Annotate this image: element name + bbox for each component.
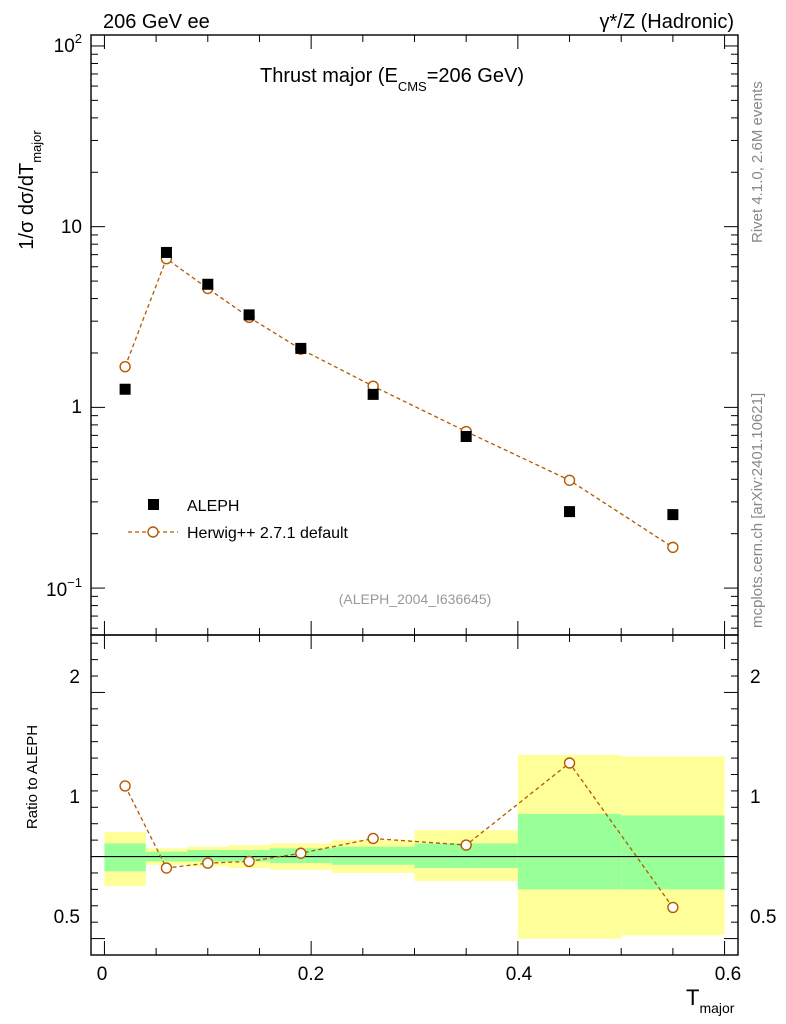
header-left-label: 206 GeV ee xyxy=(103,11,210,33)
data-point-4 xyxy=(295,342,307,354)
ratio-tick-05-right: 0.5 xyxy=(750,907,776,928)
analysis-watermark: (ALEPH_2004_I636645) xyxy=(339,591,492,607)
ratio-mc-point-5 xyxy=(367,832,379,845)
ratio-inner-band-7 xyxy=(517,813,622,890)
chart-title-suffix: =206 GeV) xyxy=(427,65,524,87)
ratio-mc-point-2 xyxy=(202,857,214,869)
ratio-inner-band-3 xyxy=(228,849,270,862)
chart-title: Thrust major (ECMS=206 GeV) xyxy=(260,65,524,94)
data-point-3 xyxy=(243,309,255,321)
ratio-tick-2-right: 2 xyxy=(750,667,761,688)
x-tick-label-04: 0.4 xyxy=(506,964,533,985)
data-series-points xyxy=(119,246,679,521)
ratio-tick-1-right: 1 xyxy=(750,787,761,808)
main-plot-frame xyxy=(90,34,739,636)
ratio-inner-band-5 xyxy=(331,846,415,865)
y-axis-label-main: 1/σ dσ/dT xyxy=(16,163,38,250)
ratio-inner-band-0 xyxy=(104,843,146,872)
y-tick-label-0-1: 10−1 xyxy=(46,575,82,601)
x-axis-label-main: T xyxy=(686,985,699,1010)
ratio-inner-band-2 xyxy=(187,849,229,862)
y-tick-0-1-base: 10 xyxy=(46,580,67,601)
rivet-version-label: Rivet 4.1.0, 2.6M events xyxy=(749,81,766,243)
x-tick-label-02: 0.2 xyxy=(298,964,324,985)
ratio-mc-points xyxy=(119,757,679,914)
ratio-mc-point-1 xyxy=(160,862,173,874)
ratio-bands xyxy=(104,754,725,939)
data-point-0 xyxy=(119,383,131,395)
ratio-mc-point-3 xyxy=(243,855,255,868)
ratio-mc-point-4 xyxy=(295,847,307,859)
y-tick-label-100: 102 xyxy=(54,31,82,57)
ratio-mc-point-0 xyxy=(119,780,131,792)
y-axis-label: 1/σ dσ/dTmajor xyxy=(16,130,44,250)
mc-point-0 xyxy=(119,360,131,373)
ratio-mc-point-6 xyxy=(460,839,472,851)
ratio-tick-2-left: 2 xyxy=(69,667,80,688)
x-axis-label-sub: major xyxy=(699,1000,734,1016)
ratio-tick-05-left: 0.5 xyxy=(54,907,80,928)
mc-point-8 xyxy=(667,541,679,554)
data-point-6 xyxy=(460,430,472,442)
data-point-8 xyxy=(667,509,679,521)
main-axis-ticks xyxy=(91,35,738,635)
legend-data-label: ALEPH xyxy=(187,498,239,515)
ratio-inner-band-8 xyxy=(621,815,725,890)
legend-mc-marker xyxy=(147,526,159,538)
ratio-y-axis-label: Ratio to ALEPH xyxy=(24,725,41,829)
data-point-5 xyxy=(367,388,379,400)
legend-data-marker xyxy=(148,499,159,510)
data-point-7 xyxy=(564,506,576,518)
ratio-axis-ticks xyxy=(91,635,738,956)
chart-title-main: Thrust major (E xyxy=(260,65,398,87)
x-tick-label-0: 0 xyxy=(97,964,108,985)
ratio-mc-point-8 xyxy=(667,901,679,914)
x-tick-label-06: 0.6 xyxy=(715,964,741,985)
chart-title-sub: CMS xyxy=(398,79,427,94)
y-axis-label-sub: major xyxy=(29,130,44,163)
y-tick-100-exp: 2 xyxy=(75,31,82,46)
y-tick-0-1-exp: −1 xyxy=(67,575,82,590)
y-tick-label-10: 10 xyxy=(61,217,82,238)
mc-point-7 xyxy=(563,474,576,486)
y-tick-label-1: 1 xyxy=(71,397,82,418)
mcplots-label: mcplots.cern.ch [arXiv:2401.10621] xyxy=(749,393,766,628)
data-point-2 xyxy=(202,278,214,290)
legend-mc-label: Herwig++ 2.7.1 default xyxy=(187,525,349,542)
ratio-tick-1-left: 1 xyxy=(69,787,80,808)
header-right-label: γ*/Z (Hadronic) xyxy=(600,11,734,33)
data-point-1 xyxy=(160,246,172,258)
y-tick-100-base: 10 xyxy=(54,36,75,57)
x-axis-label: Tmajor xyxy=(686,985,735,1016)
ratio-mc-point-7 xyxy=(563,757,576,769)
